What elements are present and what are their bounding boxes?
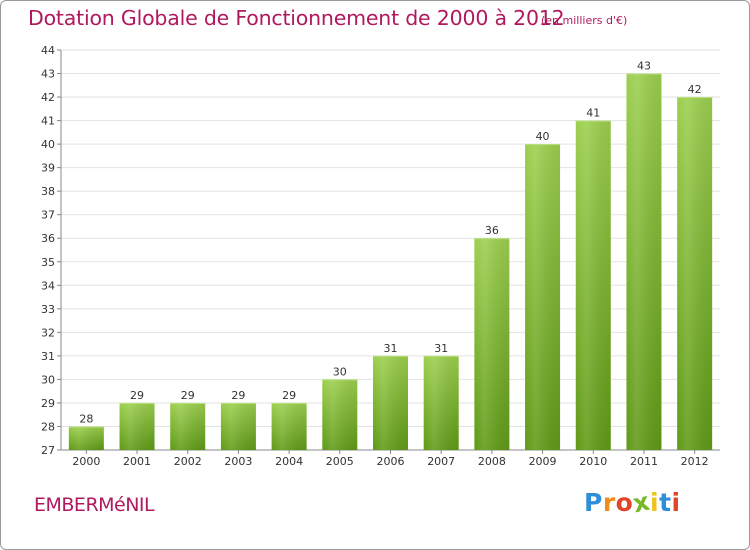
logo-letter: t	[659, 488, 672, 517]
y-tick-label: 32	[41, 326, 55, 339]
bar-shine-2008	[474, 238, 510, 450]
x-tick-label: 2004	[275, 455, 303, 468]
y-tick-label: 44	[41, 44, 55, 57]
y-tick-label: 40	[41, 138, 55, 151]
value-label-2009: 40	[536, 130, 550, 143]
value-label-2001: 29	[130, 389, 144, 402]
y-tick-label: 27	[41, 444, 55, 457]
logo-letter: P	[584, 488, 603, 517]
x-tick-label: 2012	[681, 455, 709, 468]
y-tick-label: 28	[41, 420, 55, 433]
commune-name: EMBERMéNIL	[34, 494, 155, 516]
data-labels: 28 29 29 29 29 30 31 31 36 40 41 43 42	[79, 60, 701, 426]
value-label-2006: 31	[384, 342, 398, 355]
bar-shine-2003	[220, 402, 256, 450]
logo-letter: i	[671, 488, 681, 517]
y-tick-label: 41	[41, 115, 55, 128]
bars	[68, 73, 713, 451]
y-tick-label: 30	[41, 373, 55, 386]
y-tick-label: 43	[41, 68, 55, 81]
bar-shine-2000	[68, 426, 104, 450]
y-tick-label: 37	[41, 209, 55, 222]
bar-shine-2009	[525, 144, 561, 450]
y-tick-label: 33	[41, 303, 55, 316]
x-axis-ticks: 2000 2001 2002 2003 2004 2005 2006 2007 2008 2009…	[72, 455, 708, 468]
value-label-2002: 29	[181, 389, 195, 402]
value-label-2011: 43	[637, 60, 651, 73]
x-tick-label: 2008	[478, 455, 506, 468]
value-label-2005: 30	[333, 365, 347, 378]
x-tick-label: 2000	[72, 455, 100, 468]
x-tick-label: 2010	[579, 455, 607, 468]
value-label-2008: 36	[485, 224, 499, 237]
value-label-2010: 41	[586, 107, 600, 120]
logo-letter: o	[615, 488, 634, 517]
y-tick-label: 36	[41, 232, 55, 245]
logo-letter: r	[602, 488, 616, 517]
value-label-2004: 29	[282, 389, 296, 402]
chart-subtitle: (en milliers d'€)	[541, 14, 628, 27]
bar-shine-2012	[677, 97, 713, 450]
y-tick-label: 29	[41, 397, 55, 410]
x-tick-label: 2011	[630, 455, 658, 468]
x-tick-label: 2006	[377, 455, 405, 468]
y-tick-label: 34	[41, 279, 55, 292]
x-tick-label: 2009	[529, 455, 557, 468]
bar-shine-2006	[373, 355, 408, 450]
x-tick-label: 2002	[174, 455, 202, 468]
bar-shine-2005	[322, 379, 358, 450]
x-tick-label: 2007	[427, 455, 455, 468]
x-tick-label: 2001	[123, 455, 151, 468]
bar-shine-2007	[423, 355, 459, 450]
proxiti-logo[interactable]: Proxiti	[584, 487, 681, 519]
y-axis-ticks: 27 28 29 30 31 32 33 34 35 36 37 38 39 40 41 42 43 44	[41, 44, 55, 457]
y-tick-label: 39	[41, 162, 55, 175]
bar-shine-2002	[170, 402, 206, 450]
chart-title: Dotation Globale de Fonctionnement de 20…	[28, 6, 565, 30]
bar-shine-2004	[271, 402, 307, 450]
x-tick-label: 2005	[326, 455, 354, 468]
logo-letter: i	[650, 488, 660, 517]
y-tick-label: 38	[41, 185, 55, 198]
value-label-2012: 42	[688, 83, 702, 96]
y-tick-label: 35	[41, 256, 55, 269]
value-label-2003: 29	[231, 389, 245, 402]
bar-shine-2001	[119, 402, 155, 450]
y-tick-label: 42	[41, 91, 55, 104]
x-tick-label: 2003	[224, 455, 252, 468]
bar-shine-2011	[626, 73, 662, 450]
bar-shine-2010	[575, 120, 611, 451]
y-tick-label: 31	[41, 350, 55, 363]
value-label-2007: 31	[434, 342, 448, 355]
value-label-2000: 28	[79, 412, 93, 425]
